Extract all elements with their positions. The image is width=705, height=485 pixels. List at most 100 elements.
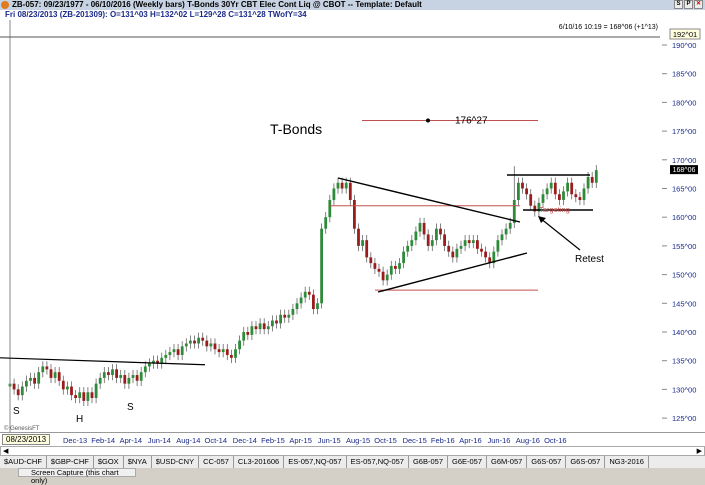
y-tick-label: 135^00 (672, 357, 696, 366)
candle-body (246, 332, 250, 335)
left-shoulder-label: S (13, 406, 20, 417)
candle-body (353, 199, 356, 229)
candle-body (594, 170, 598, 183)
window-title: ZB-057: 09/23/1977 - 06/10/2016 (Weekly … (12, 0, 422, 9)
candle-body (184, 343, 188, 347)
chart-area[interactable]: 125^00 130^00 135^00 140^00 145^00 150^00 155^… (0, 20, 705, 432)
candle-body (213, 343, 217, 350)
y-tick-label: 145^00 (672, 299, 696, 308)
candle-body (266, 326, 270, 330)
close-icon[interactable]: ✕ (694, 0, 703, 9)
y-tick-label: 180^00 (672, 98, 696, 107)
symbol-tab[interactable]: ES-057,NQ-057 (347, 456, 409, 468)
candle-body (172, 349, 176, 353)
symbol-tab[interactable]: CL3-201606 (234, 456, 285, 468)
x-axis: 08/23/2013 Dec-13 Feb-14 Apr-14 Jun-14 Aug-14… (0, 432, 705, 446)
candle-body (361, 240, 364, 246)
x-tick-label: Oct-16 (544, 436, 567, 445)
candle-body (398, 263, 401, 269)
candle-body (37, 372, 41, 384)
candle-body (316, 303, 319, 310)
candle-body (98, 377, 102, 384)
x-tick-label: Dec-14 (232, 436, 257, 445)
p-button[interactable]: P (684, 0, 693, 9)
y-tick-label: 165^00 (672, 185, 696, 194)
cursor-date: 08/23/2013 (2, 434, 51, 445)
window-title-bar: ZB-057: 09/23/1977 - 06/10/2016 (Weekly … (0, 0, 705, 10)
retest-arrow (539, 217, 581, 251)
candle-body (381, 271, 385, 281)
horizontal-scrollbar[interactable]: ◀ ▶ (0, 446, 705, 456)
candle-body (45, 366, 49, 370)
scroll-left-icon[interactable]: ◀ (3, 448, 9, 455)
last-price-label: 168^06 (673, 167, 696, 174)
candle-body (320, 228, 323, 304)
symbol-tab[interactable]: $GBP-CHF (47, 456, 94, 468)
candle-body (29, 377, 32, 381)
symbol-tab[interactable]: NG3-2016 (605, 456, 649, 468)
candle-body (426, 234, 430, 246)
candle-body (582, 188, 586, 200)
candle-body (447, 245, 451, 252)
candle-body (127, 377, 131, 384)
symbol-tab[interactable]: $NYA (124, 456, 152, 468)
y-tick-label: 130^00 (672, 385, 696, 394)
candle-body (476, 240, 479, 249)
symbol-tab[interactable]: G6E-057 (448, 456, 488, 468)
scroll-right-icon[interactable]: ▶ (696, 448, 702, 455)
y-tick-label: 190^00 (672, 41, 696, 50)
last-quote: 6/10/16 10:19 = 168^06 (+1^13) (559, 24, 658, 31)
symbol-tab[interactable]: $GOX (94, 456, 124, 468)
candle-body (33, 377, 36, 384)
x-tick-label: Dec-15 (402, 436, 427, 445)
candle-body (74, 395, 77, 399)
symbol-tab[interactable]: $USD-CNY (152, 456, 200, 468)
candle-body (238, 340, 241, 350)
candle-body (271, 320, 274, 327)
candle-body (312, 294, 315, 310)
candle-body (111, 369, 114, 376)
candle-body (148, 363, 151, 367)
x-tick-label: Feb-15 (261, 436, 285, 445)
candle-body (160, 357, 164, 364)
y-tick-label: 155^00 (672, 242, 696, 251)
candle-body (66, 386, 69, 390)
symbol-tab[interactable]: CC-057 (199, 456, 234, 468)
candle-body (107, 372, 110, 376)
ohlc-info-bar: Fri 08/23/2013 (ZB-201309): O=131^03 H=1… (0, 10, 705, 20)
candle-body (373, 263, 377, 269)
candle-body (287, 314, 291, 318)
candle-body (279, 314, 282, 324)
candle-body (70, 386, 73, 396)
x-tick-label: Jun-16 (487, 436, 511, 445)
x-tick-label: Jun-15 (317, 436, 341, 445)
x-tick-label: Oct-15 (374, 436, 397, 445)
candle-body (480, 248, 483, 252)
candle-body (217, 349, 221, 353)
x-tick-label: Feb-16 (430, 436, 455, 445)
right-shoulder-label: S (127, 402, 134, 413)
copyright: © GenesisFT (4, 425, 40, 432)
candle-body (123, 375, 127, 384)
candle-body (410, 240, 414, 246)
candle-body (324, 217, 328, 229)
candle-body (590, 177, 594, 183)
symbol-tab[interactable]: G6M-057 (487, 456, 528, 468)
candle-body (12, 383, 16, 390)
targeting-label: Targeting (539, 205, 570, 214)
candle-body (242, 332, 246, 341)
symbol-tab[interactable]: G6S-057 (566, 456, 606, 468)
context-menu-screen-capture[interactable]: Screen Capture (this chart only) (18, 468, 136, 485)
candle-body (180, 346, 184, 355)
symbol-tab[interactable]: G6B-057 (409, 456, 448, 468)
symbol-tab[interactable]: ES-057,NQ-057 (284, 456, 347, 468)
axis-top-box (669, 28, 701, 40)
candle-body (20, 386, 24, 396)
symbol-tab[interactable]: G6S-057 (527, 456, 567, 468)
candle-body (492, 251, 496, 264)
axis-top-label: 192^01 (673, 30, 697, 39)
s-button[interactable]: S (674, 0, 683, 9)
symbol-tab[interactable]: $AUD-CHF (0, 456, 47, 468)
candle-body (570, 182, 574, 195)
target-label: 176^27 (455, 116, 488, 127)
